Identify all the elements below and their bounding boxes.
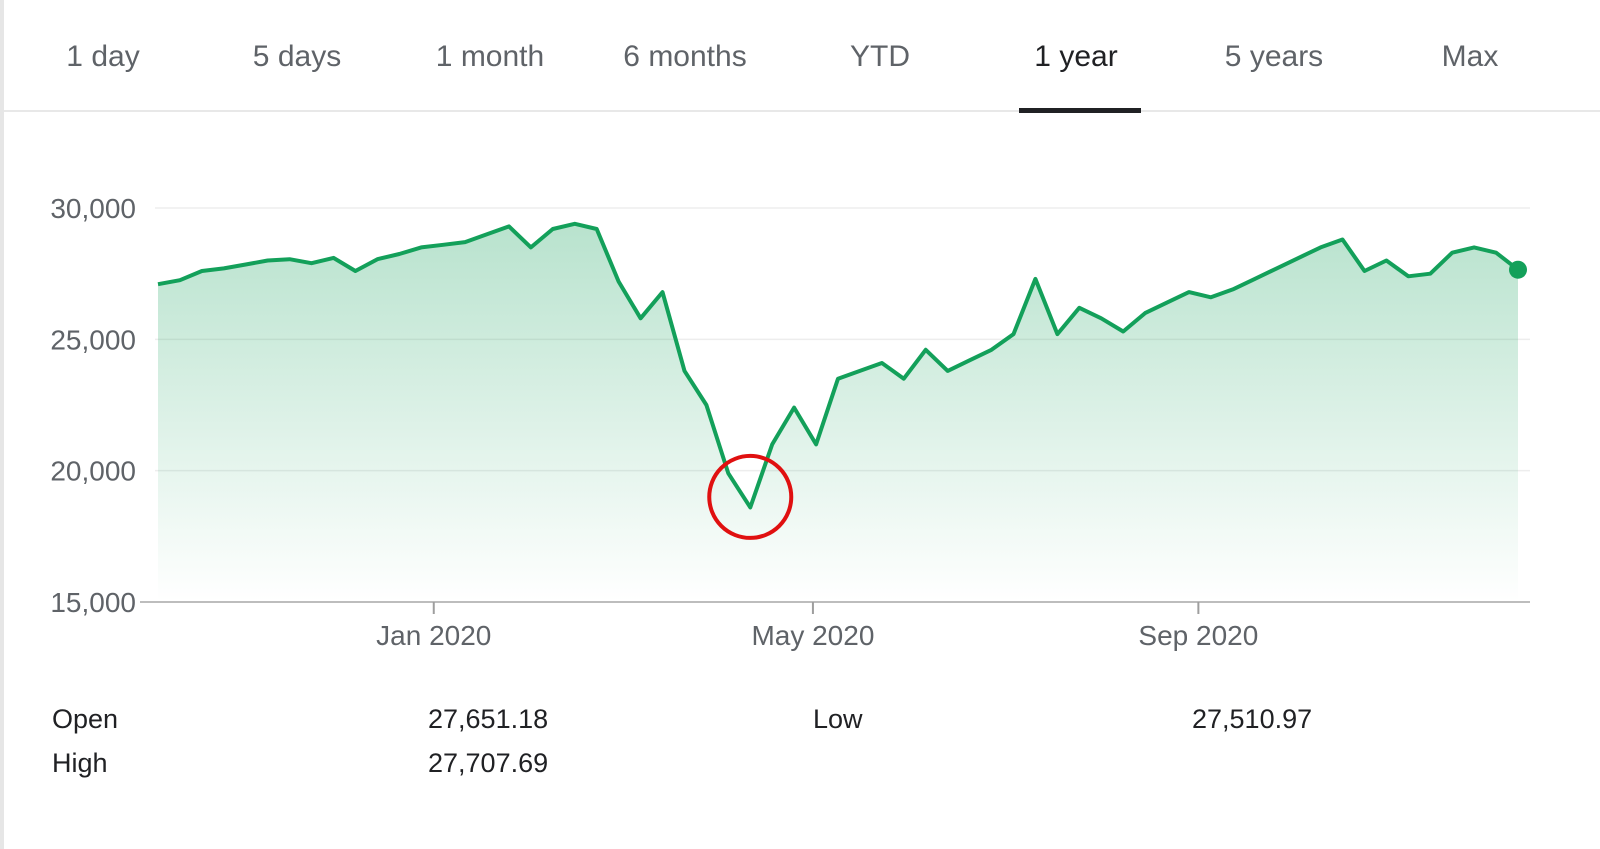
tab-5-years[interactable]: 5 years — [1224, 40, 1324, 73]
open-value: 27,651.18 — [428, 704, 549, 734]
x-axis-ticks: Jan 2020 May 2020 Sep 2020 — [376, 602, 1258, 651]
price-stats: Open 27,651.18 High 27,707.69 Low 27,510… — [0, 690, 1600, 810]
last-price-dot — [1509, 260, 1527, 279]
y-tick-label: 25,000 — [50, 324, 136, 355]
range-tabs: 1 day 5 days 1 month 6 months YTD 1 year… — [4, 0, 1600, 113]
price-line — [157, 221, 1520, 510]
low-point-annotation — [707, 453, 794, 540]
open-label: Open — [52, 704, 119, 734]
tab-1-year[interactable]: 1 year — [1034, 40, 1118, 73]
y-axis: 15,000 20,000 25,000 30,000 — [50, 193, 136, 618]
y-tick-label: 30,000 — [50, 193, 136, 224]
high-label: High — [52, 748, 108, 778]
high-value: 27,707.69 — [428, 748, 549, 778]
tab-6-months[interactable]: 6 months — [623, 40, 747, 73]
y-tick-label: 20,000 — [50, 456, 136, 487]
active-tab-indicator — [1019, 108, 1141, 113]
tab-1-day[interactable]: 1 day — [66, 40, 140, 73]
price-chart[interactable]: 15,000 20,000 25,000 30,000 Jan 2020 May 202… — [0, 0, 1600, 690]
tab-max[interactable]: Max — [1441, 40, 1499, 73]
x-tick-label: Sep 2020 — [1138, 620, 1258, 651]
tab-5-days[interactable]: 5 days — [252, 40, 342, 73]
tab-1-month[interactable]: 1 month — [435, 40, 545, 73]
low-value: 27,510.97 — [1192, 704, 1313, 734]
x-tick-label: May 2020 — [751, 620, 874, 651]
tab-ytd[interactable]: YTD — [850, 40, 910, 73]
x-tick-label: Jan 2020 — [376, 620, 491, 651]
price-area — [158, 223, 1518, 603]
left-border — [0, 0, 4, 849]
y-tick-label: 15,000 — [50, 587, 136, 618]
low-label: Low — [813, 704, 863, 734]
